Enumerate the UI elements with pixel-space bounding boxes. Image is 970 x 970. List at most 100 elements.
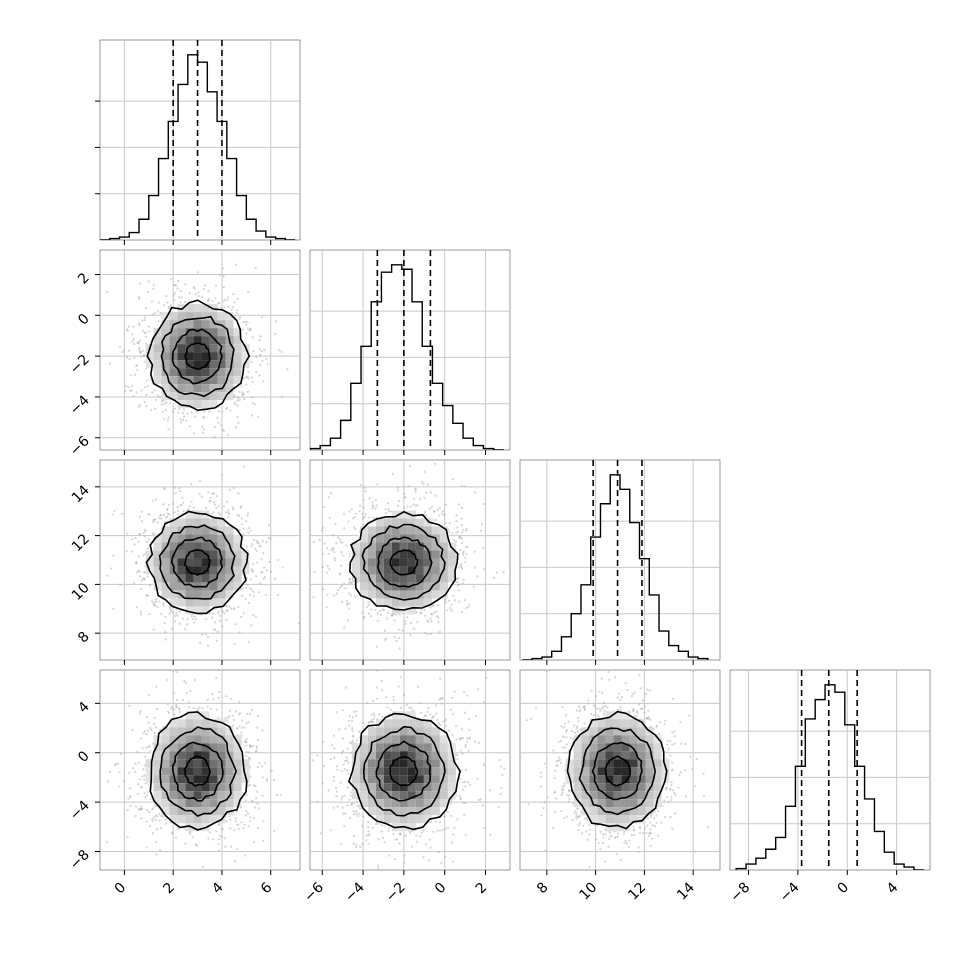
- density-cell: [359, 590, 368, 599]
- density-cell: [225, 320, 234, 329]
- density-cell: [193, 360, 202, 369]
- sample-point: [181, 412, 185, 415]
- density-cell: [217, 518, 226, 527]
- density-cell: [193, 518, 202, 527]
- density-cell: [177, 566, 186, 575]
- density-cell: [177, 312, 186, 321]
- sample-point: [183, 415, 186, 418]
- density-cell: [185, 320, 194, 329]
- sample-point: [321, 587, 324, 591]
- sample-point: [198, 493, 201, 496]
- sample-point: [144, 335, 148, 338]
- sample-point: [320, 529, 324, 532]
- density-cell: [161, 590, 170, 599]
- sample-point: [235, 312, 239, 315]
- density-cell: [177, 368, 186, 377]
- sample-point: [312, 596, 315, 599]
- sample-point: [211, 616, 214, 619]
- density-cell: [233, 566, 242, 575]
- density-cell: [177, 598, 186, 607]
- sample-point: [455, 531, 458, 534]
- sample-point: [112, 607, 115, 611]
- panel-frame: [309, 249, 511, 451]
- sample-point: [213, 503, 217, 506]
- density-cell: [153, 534, 162, 543]
- density-cell: [415, 518, 424, 527]
- sample-point: [189, 482, 193, 485]
- sample-point: [196, 271, 199, 274]
- density-cell: [391, 558, 400, 567]
- panel-frame: [99, 39, 301, 241]
- sample-point: [453, 539, 456, 542]
- sample-point: [323, 542, 326, 545]
- sample-point: [227, 305, 230, 308]
- sample-point: [186, 412, 189, 415]
- sample-point: [216, 416, 219, 420]
- density-cell: [185, 510, 194, 519]
- sample-point: [163, 304, 166, 307]
- sample-point: [177, 411, 180, 414]
- density-cell: [241, 360, 250, 369]
- sample-point: [403, 496, 407, 499]
- sample-point: [244, 320, 247, 324]
- sample-point: [155, 600, 158, 603]
- sample-point: [181, 418, 185, 421]
- sample-point: [137, 296, 141, 299]
- sample-point: [462, 578, 465, 582]
- density-cell: [439, 582, 448, 591]
- density-cell: [185, 526, 194, 535]
- sample-point: [177, 279, 180, 283]
- sample-point: [180, 296, 183, 299]
- sample-point: [146, 575, 149, 578]
- density-cell: [359, 526, 368, 535]
- sample-point: [251, 563, 255, 566]
- sample-point: [139, 350, 142, 353]
- sample-point: [414, 488, 418, 491]
- sample-point: [164, 638, 167, 641]
- density-cell: [217, 336, 226, 345]
- sample-point: [153, 312, 156, 315]
- sample-point: [132, 343, 136, 346]
- sample-point: [178, 487, 181, 490]
- sample-point: [366, 605, 369, 608]
- density-cell: [209, 400, 218, 409]
- sample-point: [442, 513, 446, 517]
- density-cell: [209, 518, 218, 527]
- density-cell: [375, 598, 384, 607]
- sample-point: [361, 517, 364, 520]
- density-cell: [161, 344, 170, 353]
- density-cell: [359, 574, 368, 583]
- density-cell: [383, 558, 392, 567]
- sample-point: [193, 287, 196, 290]
- sample-point: [339, 586, 342, 589]
- density-cell: [233, 558, 242, 567]
- sample-point: [245, 545, 249, 548]
- density-cell: [209, 534, 218, 543]
- density-cell: [233, 368, 242, 377]
- sample-point: [217, 421, 220, 424]
- sample-point: [444, 522, 447, 525]
- sample-point: [214, 628, 217, 631]
- density-cell: [217, 550, 226, 559]
- sample-point: [325, 606, 328, 609]
- sample-point: [121, 350, 124, 354]
- density-cell: [185, 312, 194, 321]
- sample-point: [204, 506, 208, 509]
- sample-point: [140, 389, 143, 392]
- sample-point: [424, 631, 427, 634]
- density-cell: [161, 550, 170, 559]
- sample-point: [163, 418, 166, 421]
- histogram-panel-4: [729, 669, 931, 871]
- sample-point: [130, 389, 133, 392]
- density-cell: [399, 598, 408, 607]
- sample-point: [232, 305, 235, 309]
- sample-point: [325, 547, 329, 550]
- sample-point: [248, 593, 252, 596]
- sample-point: [211, 612, 214, 615]
- density-cell: [169, 392, 178, 401]
- sample-point: [340, 551, 343, 554]
- sample-point: [157, 301, 160, 304]
- sample-point: [144, 307, 148, 310]
- sample-point: [136, 341, 139, 344]
- density-cell: [201, 558, 210, 567]
